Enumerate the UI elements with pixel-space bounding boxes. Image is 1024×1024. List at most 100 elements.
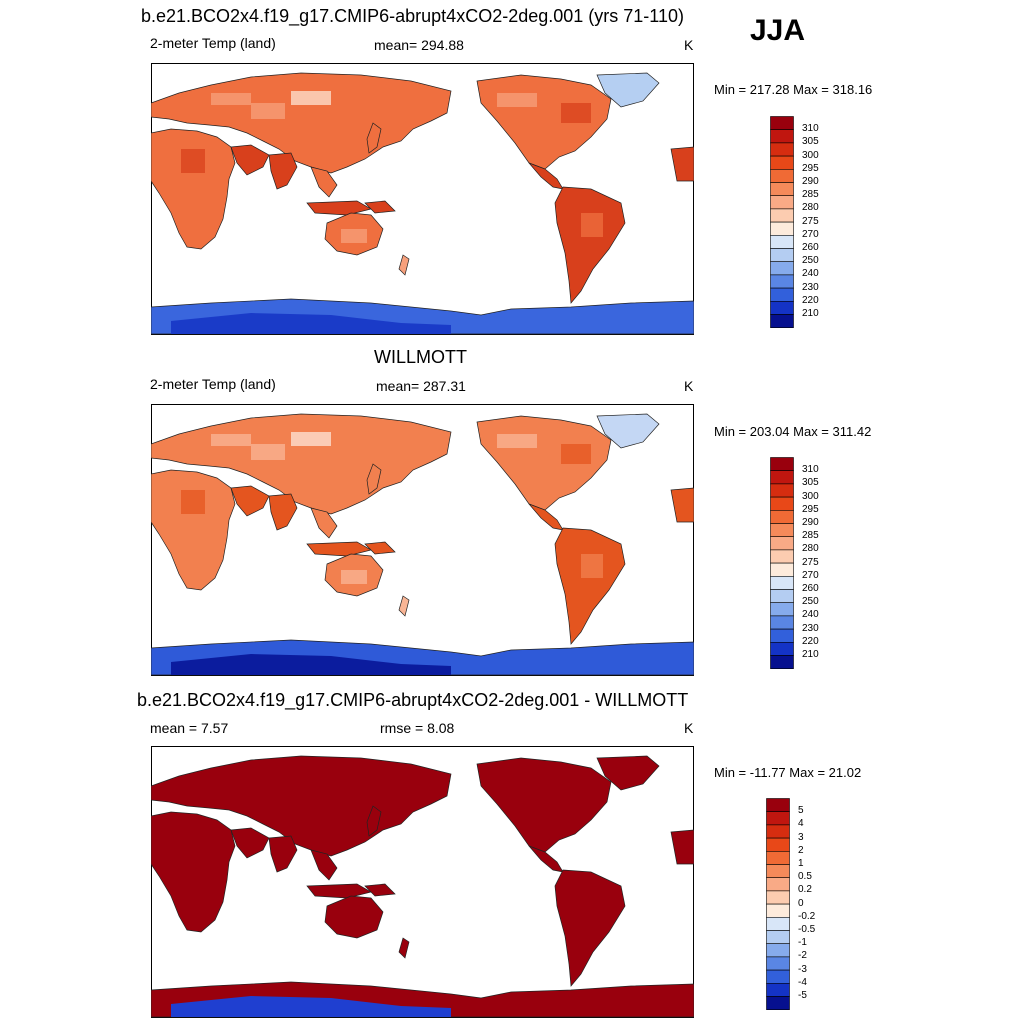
colorbar-label: 230 [802,622,819,634]
panel-1-variable: 2-meter Temp (land) [150,35,276,51]
colorbar-swatch [770,274,794,289]
colorbar-label: 310 [802,123,819,135]
colorbar-swatch [770,509,794,524]
panel-1-minmax: Min = 217.28 Max = 318.16 [714,82,873,97]
land-greenland [596,413,660,449]
colorbar-swatch [770,261,794,276]
land-seasia [310,507,338,539]
colorbar-swatch [770,248,794,262]
land-patch [581,213,603,237]
colorbar-label: 275 [802,556,819,568]
colorbar-label: 285 [802,189,819,201]
colorbar-swatch [770,655,794,669]
land-patch [181,490,205,514]
land-seasia [310,166,338,198]
colorbar-label: -3 [798,963,807,975]
colorbar-label: 270 [802,569,819,581]
panel-2-map [151,404,694,676]
land-india [268,493,298,531]
colorbar-swatch [766,837,790,852]
land-patch [211,776,251,788]
colorbar-label: 305 [802,136,819,148]
colorbar-label: -1 [798,937,807,949]
colorbar-swatch [766,864,790,878]
antarctica-interior [171,654,451,675]
colorbar-label: -5 [798,990,807,1001]
colorbar-label: 4 [798,818,804,830]
land-patch [181,149,205,173]
colorbar-swatch [770,496,794,511]
colorbar-swatch [770,116,794,130]
colorbar-label: -0.5 [798,924,816,935]
land-patch [341,570,367,584]
colorbar-label: 0.2 [798,884,812,896]
colorbar-label: 210 [802,308,819,319]
land-eastbulge [670,487,694,523]
colorbar-swatch [770,549,794,564]
colorbar-label: -0.2 [798,910,816,922]
panel-2-title: WILLMOTT [374,347,467,367]
colorbar-swatch [770,314,794,328]
colorbar-label: 220 [802,294,819,306]
colorbar-swatch [770,142,794,157]
colorbar-label: 0 [798,897,804,909]
land-india [268,152,298,190]
colorbar-swatch [770,483,794,498]
colorbar-swatch [766,969,790,984]
land-samerica [554,527,626,645]
colorbar-swatch [766,877,790,892]
land-patch [211,434,251,446]
panel-1-map [151,63,694,335]
land-patch [291,432,331,446]
colorbar-label: 290 [802,517,819,528]
colorbar-label: 250 [802,596,819,608]
panel-3-rmse: rmse = 8.08 [380,720,455,736]
land-patch [251,444,285,460]
colorbar-label: 310 [802,464,819,476]
colorbar-swatch [766,798,790,812]
antarctica-interior [171,996,451,1017]
colorbar-swatch [770,221,794,236]
land-patch [291,91,331,105]
colorbar-swatch [770,301,794,315]
colorbar-label: 305 [802,477,819,489]
land-greenland [596,755,660,791]
land-africa [151,128,236,250]
colorbar-label: 300 [802,490,819,502]
panel-1-units: K [684,37,694,53]
land-patch [341,229,367,243]
land-patch [181,832,205,856]
land-patch [251,786,285,802]
colorbar-swatch [766,811,790,826]
land-arabia [230,144,270,176]
colorbar-label: 260 [802,242,819,253]
land-newzealand [398,595,410,617]
colorbar-swatch [770,470,794,485]
land-eastbulge [670,829,694,865]
colorbar-label: 3 [798,831,804,843]
land-patch [561,786,591,806]
land-indonesia [306,200,372,216]
colorbar-swatch [770,129,794,144]
panel-2-variable: 2-meter Temp (land) [150,376,276,392]
panel-2-mean: mean= 287.31 [376,378,466,394]
land-newguinea [364,883,396,897]
colorbar-swatch [770,562,794,577]
land-indonesia [306,883,372,899]
land-samerica [554,869,626,987]
panel-3-map [151,746,694,1018]
antarctica-interior [171,313,451,334]
colorbar-swatch [766,996,790,1010]
land-patch [581,554,603,578]
colorbar-swatch [770,602,794,617]
land-arabia [230,485,270,517]
land-newzealand [398,937,410,959]
land-japan [366,122,382,154]
land-africa [151,469,236,591]
colorbar-label: 260 [802,583,819,594]
colorbar-swatch [770,182,794,196]
colorbar-swatch [770,208,794,223]
land-seasia [310,849,338,881]
land-patch [291,774,331,788]
colorbar-swatch [770,155,794,170]
